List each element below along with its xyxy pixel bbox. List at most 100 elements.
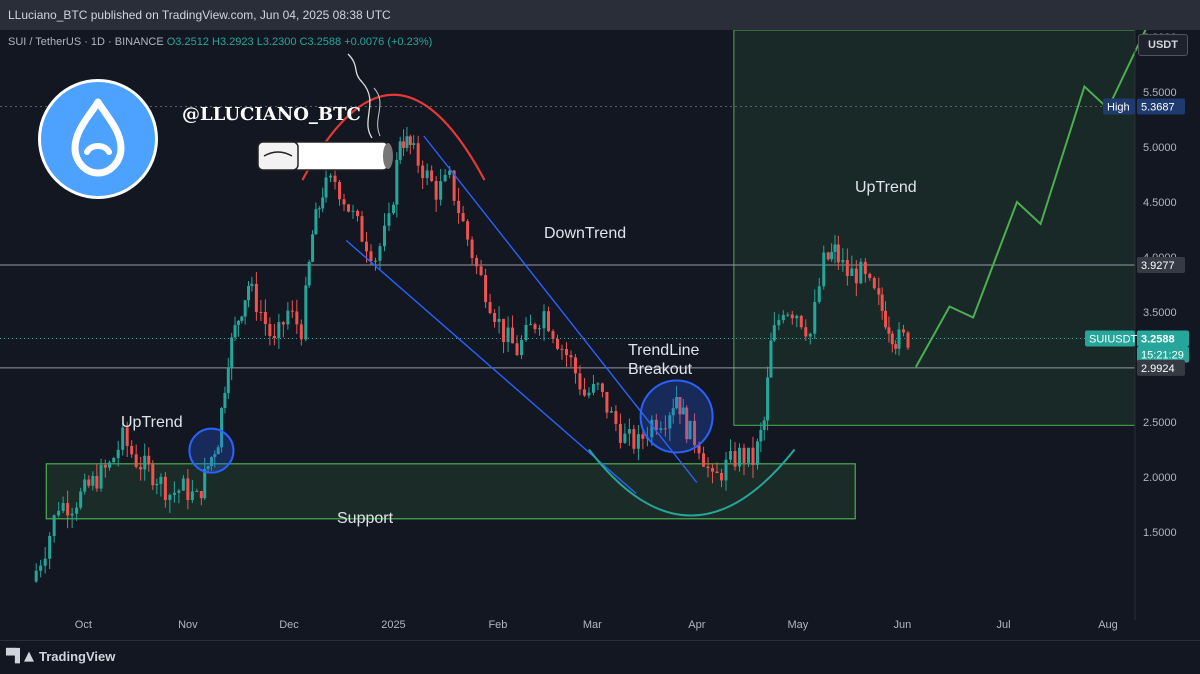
candle-body — [614, 411, 618, 424]
candle-body — [321, 197, 325, 209]
candle-body — [112, 458, 116, 463]
candle-body — [405, 136, 409, 148]
candle-body — [845, 260, 849, 277]
candle-body — [729, 451, 733, 460]
candle-body — [711, 468, 715, 472]
candle-body — [79, 491, 83, 508]
breakout-circle-small — [188, 427, 235, 474]
candle-body — [347, 204, 351, 212]
candle-body — [702, 453, 706, 467]
candle-body — [715, 471, 719, 473]
candle-body — [697, 445, 701, 454]
price-tick-label: 3.5000 — [1143, 307, 1177, 319]
candle-body — [91, 475, 95, 486]
candle-body — [484, 275, 488, 303]
candle-body — [286, 310, 290, 325]
publish-info: LLuciano_BTC published on TradingView.co… — [8, 8, 391, 22]
support-label: Support — [337, 510, 394, 527]
candle-body — [233, 325, 237, 338]
candle-body — [457, 200, 461, 214]
candle-body — [587, 392, 591, 396]
candle-body — [147, 455, 151, 465]
candle-body — [425, 170, 429, 179]
candle-body — [430, 170, 434, 182]
price-tick-label: 5.5000 — [1143, 87, 1177, 99]
candle-body — [412, 143, 416, 145]
candle-body — [52, 515, 56, 536]
candle-body — [506, 327, 510, 343]
time-tick-label: Oct — [75, 619, 92, 631]
candle-body — [236, 320, 240, 326]
candle-body — [461, 213, 465, 222]
candle-body — [497, 318, 501, 322]
candle-body — [533, 324, 537, 330]
support-zone — [45, 463, 856, 520]
candle-body — [766, 377, 770, 421]
candle-body — [434, 181, 438, 200]
candle-body — [61, 503, 65, 511]
high-value: 5.3687 — [1141, 101, 1175, 113]
candle-body — [850, 268, 854, 277]
candle-body — [272, 336, 276, 339]
symbol-name[interactable]: SUI / TetherUS · 1D · BINANCE — [8, 36, 164, 48]
candle-body — [125, 427, 129, 446]
candle-body — [833, 244, 837, 252]
candle-body — [555, 338, 559, 349]
candle-body — [488, 302, 492, 314]
candle-body — [107, 462, 111, 468]
currency-button[interactable]: USDT — [1138, 34, 1188, 56]
candle-body — [342, 199, 346, 205]
candle-body — [163, 476, 167, 500]
candle-body — [95, 475, 99, 489]
price-tick-label: 2.0000 — [1143, 472, 1177, 484]
candle-body — [295, 311, 299, 325]
candle-body — [880, 294, 884, 311]
candle-body — [733, 451, 737, 467]
tradingview-brand: TradingView — [39, 649, 116, 664]
candle-body — [877, 288, 881, 295]
candle-body — [560, 348, 564, 350]
time-tick-label: 2025 — [381, 619, 405, 631]
candle-body — [551, 331, 555, 339]
chart-area[interactable]: 1.50002.00002.50003.00003.50004.00004.50… — [0, 30, 1200, 640]
candle-body — [159, 476, 163, 484]
price-chart[interactable]: 1.50002.00002.50003.00003.50004.00004.50… — [0, 30, 1200, 640]
price-tick-label: 4.5000 — [1143, 197, 1177, 209]
candle-body — [387, 213, 391, 226]
candle-body — [116, 449, 120, 459]
candle-body — [830, 251, 834, 260]
candle-body — [199, 491, 203, 499]
candle-body — [177, 490, 181, 493]
candle-body — [663, 428, 667, 430]
ohlc-open: O3.2512 — [166, 36, 209, 48]
tradingview-logo[interactable]: ▀▌▲ TradingView — [6, 649, 115, 664]
candle-body — [259, 312, 263, 314]
candle-body — [382, 225, 386, 247]
candle-body — [304, 285, 308, 340]
candle-body — [395, 159, 399, 205]
candle-body — [751, 447, 755, 465]
candle-body — [356, 210, 360, 217]
bottom-arc — [588, 448, 796, 517]
candle-body — [70, 513, 74, 516]
candle-body — [216, 447, 220, 455]
candle-body — [448, 170, 452, 175]
channel-lower-line — [345, 239, 637, 495]
candle-body — [520, 340, 524, 356]
candle-body — [841, 260, 845, 263]
candle-body — [605, 391, 609, 413]
ohlc-close: C3.2588 — [299, 36, 342, 48]
candle-body — [186, 478, 190, 501]
candle-body — [369, 251, 373, 262]
candle-body — [324, 177, 328, 198]
candle-body — [813, 301, 817, 334]
candle-body — [769, 340, 773, 378]
time-tick-label: Feb — [488, 619, 507, 631]
candle-body — [632, 429, 636, 449]
candle-body — [99, 464, 103, 489]
candle-body — [755, 441, 759, 465]
candle-body — [220, 407, 224, 448]
candle-body — [57, 510, 61, 516]
candle-body — [902, 329, 906, 333]
candle-body — [470, 239, 474, 258]
